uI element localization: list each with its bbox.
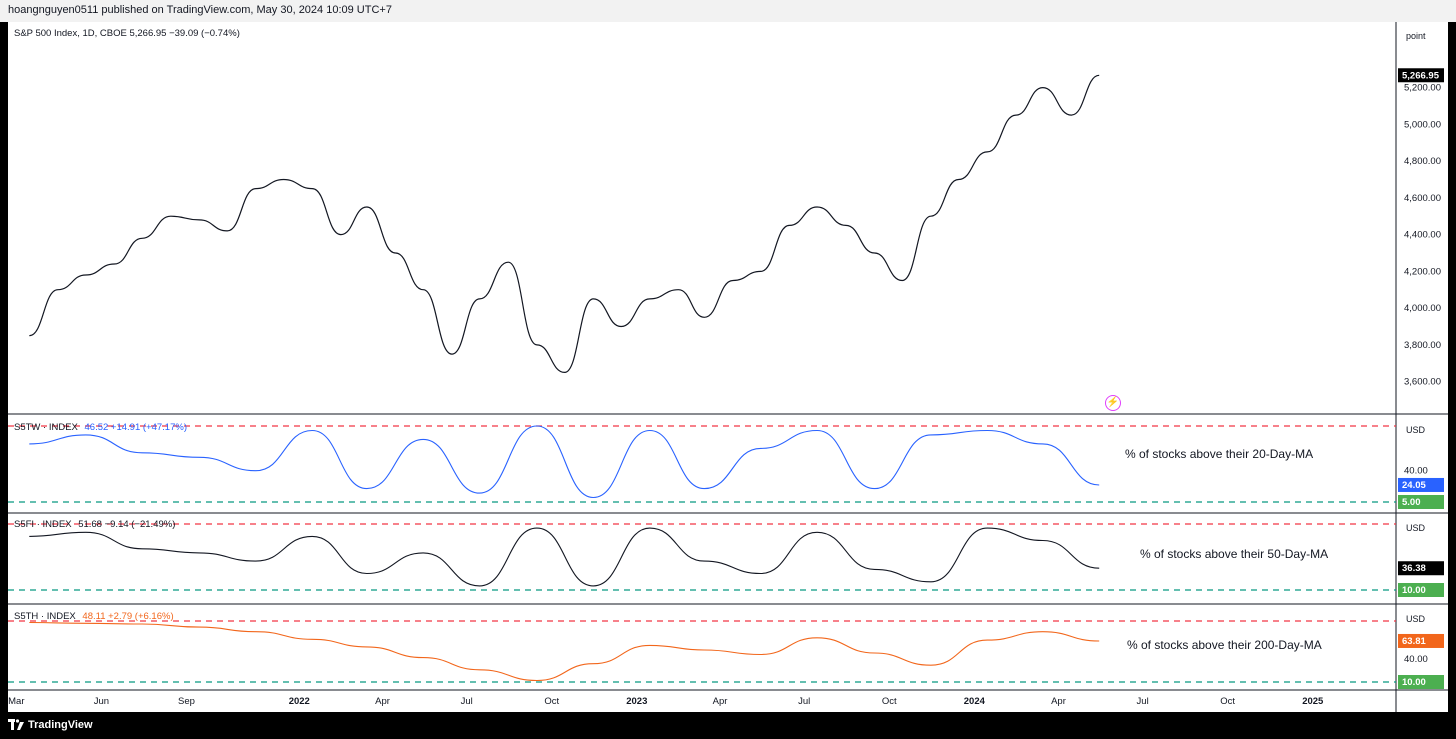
main-legend: S&P 500 Index, 1D, CBOE 5,266.95 −39.09 … (14, 28, 240, 39)
s5th-line (29, 621, 1100, 682)
s5fi-legend: S5FI · INDEX 51.68 −9.14 (−21.49%) (14, 519, 175, 530)
main-y-tick-label: 5,200.00 (1404, 83, 1441, 94)
main-y-tick-label: 4,600.00 (1404, 193, 1441, 204)
tradingview-logo-icon (8, 719, 24, 730)
x-tick-label: Oct (882, 696, 897, 707)
x-tick-label: Apr (1051, 696, 1066, 707)
s5fi-last-value-tag (1398, 561, 1444, 576)
footer-brand: TradingView (28, 719, 93, 731)
x-tick-label: Jul (461, 696, 473, 707)
s5th-legend-name: S5TH · INDEX (14, 611, 76, 622)
main-y-tick-label: 4,200.00 (1404, 266, 1441, 277)
main-y-tick-label: 4,400.00 (1404, 230, 1441, 241)
s5tw-legend-name: S5TW · INDEX (14, 422, 78, 433)
s5tw-line (29, 425, 1100, 499)
sp500-line (29, 74, 1100, 374)
s5fi-legend-name: S5FI · INDEX (14, 519, 72, 530)
x-tick-label: 2022 (289, 696, 310, 707)
s5tw-lower-value-label: 5.00 (1402, 497, 1421, 508)
s5tw-legend: S5TW · INDEX 46.52 +14.91 (+47.17%) (14, 422, 187, 433)
s5fi-lower-value-label: 10.00 (1402, 585, 1426, 596)
s5fi-last-value-label: 36.38 (1402, 563, 1426, 574)
x-tick-label: Apr (713, 696, 728, 707)
chart-frame[interactable] (8, 22, 1448, 712)
x-tick-label: Apr (375, 696, 390, 707)
s5fi-legend-values: 51.68 −9.14 (−21.49%) (78, 519, 176, 530)
main-unit-label[interactable]: point (1406, 31, 1426, 41)
s5th-lower-value-label: 10.00 (1402, 677, 1426, 688)
s5tw-last-value-label: 24.05 (1402, 480, 1426, 491)
s5fi-unit-label[interactable]: USD (1406, 523, 1426, 533)
x-tick-label: Jul (798, 696, 810, 707)
x-tick-label: Oct (544, 696, 559, 707)
s5th-annotation: % of stocks above their 200-Day-MA (1127, 638, 1322, 652)
s5tw-lower-value-tag (1398, 495, 1444, 509)
lightning-icon[interactable]: ⚡ (1105, 395, 1121, 411)
main-last-value-label: 5,266.95 (1402, 70, 1440, 81)
s5th-legend-values: 48.11 +2.79 (+6.16%) (82, 611, 174, 622)
x-tick-label: Jun (94, 696, 109, 707)
footer-bar: TradingView (0, 712, 1456, 739)
main-y-tick-label: 5,000.00 (1404, 119, 1441, 130)
s5th-y-tick-label: 40.00 (1404, 654, 1428, 665)
s5th-lower-value-tag (1398, 675, 1444, 689)
main-y-tick-label: 4,800.00 (1404, 156, 1441, 167)
s5tw-unit-label[interactable]: USD (1406, 425, 1426, 435)
x-tick-label: 2025 (1302, 696, 1324, 707)
x-tick-label: 2023 (626, 696, 647, 707)
s5th-unit-label[interactable]: USD (1406, 614, 1426, 624)
main-y-tick-label: 4,000.00 (1404, 303, 1441, 314)
publish-bar: hoangnguyen0511 published on TradingView… (0, 0, 1456, 22)
s5th-legend: S5TH · INDEX 48.11 +2.79 (+6.16%) (14, 611, 174, 622)
s5th-last-value-label: 63.81 (1402, 636, 1426, 647)
publish-info: hoangnguyen0511 published on TradingView… (8, 4, 392, 16)
x-tick-label: Oct (1220, 696, 1235, 707)
s5tw-y-tick-label: 40.00 (1404, 466, 1428, 477)
main-y-tick-label: 3,600.00 (1404, 377, 1441, 388)
s5fi-annotation: % of stocks above their 50-Day-MA (1140, 547, 1329, 561)
x-tick-label: Jul (1137, 696, 1149, 707)
main-y-tick-label: 3,800.00 (1404, 340, 1441, 351)
s5fi-line (29, 527, 1100, 587)
x-tick-label: 2024 (964, 696, 986, 707)
s5tw-annotation: % of stocks above their 20-Day-MA (1125, 447, 1314, 461)
s5fi-lower-value-tag (1398, 583, 1444, 597)
main-legend-text: S&P 500 Index, 1D, CBOE 5,266.95 −39.09 … (14, 28, 240, 39)
x-tick-label: Mar (8, 696, 24, 707)
main-last-value-tag (1398, 68, 1444, 83)
s5th-last-value-tag (1398, 633, 1444, 648)
s5tw-legend-values: 46.52 +14.91 (+47.17%) (84, 422, 187, 433)
x-tick-label: Sep (178, 696, 195, 707)
s5tw-last-value-tag (1398, 477, 1444, 492)
